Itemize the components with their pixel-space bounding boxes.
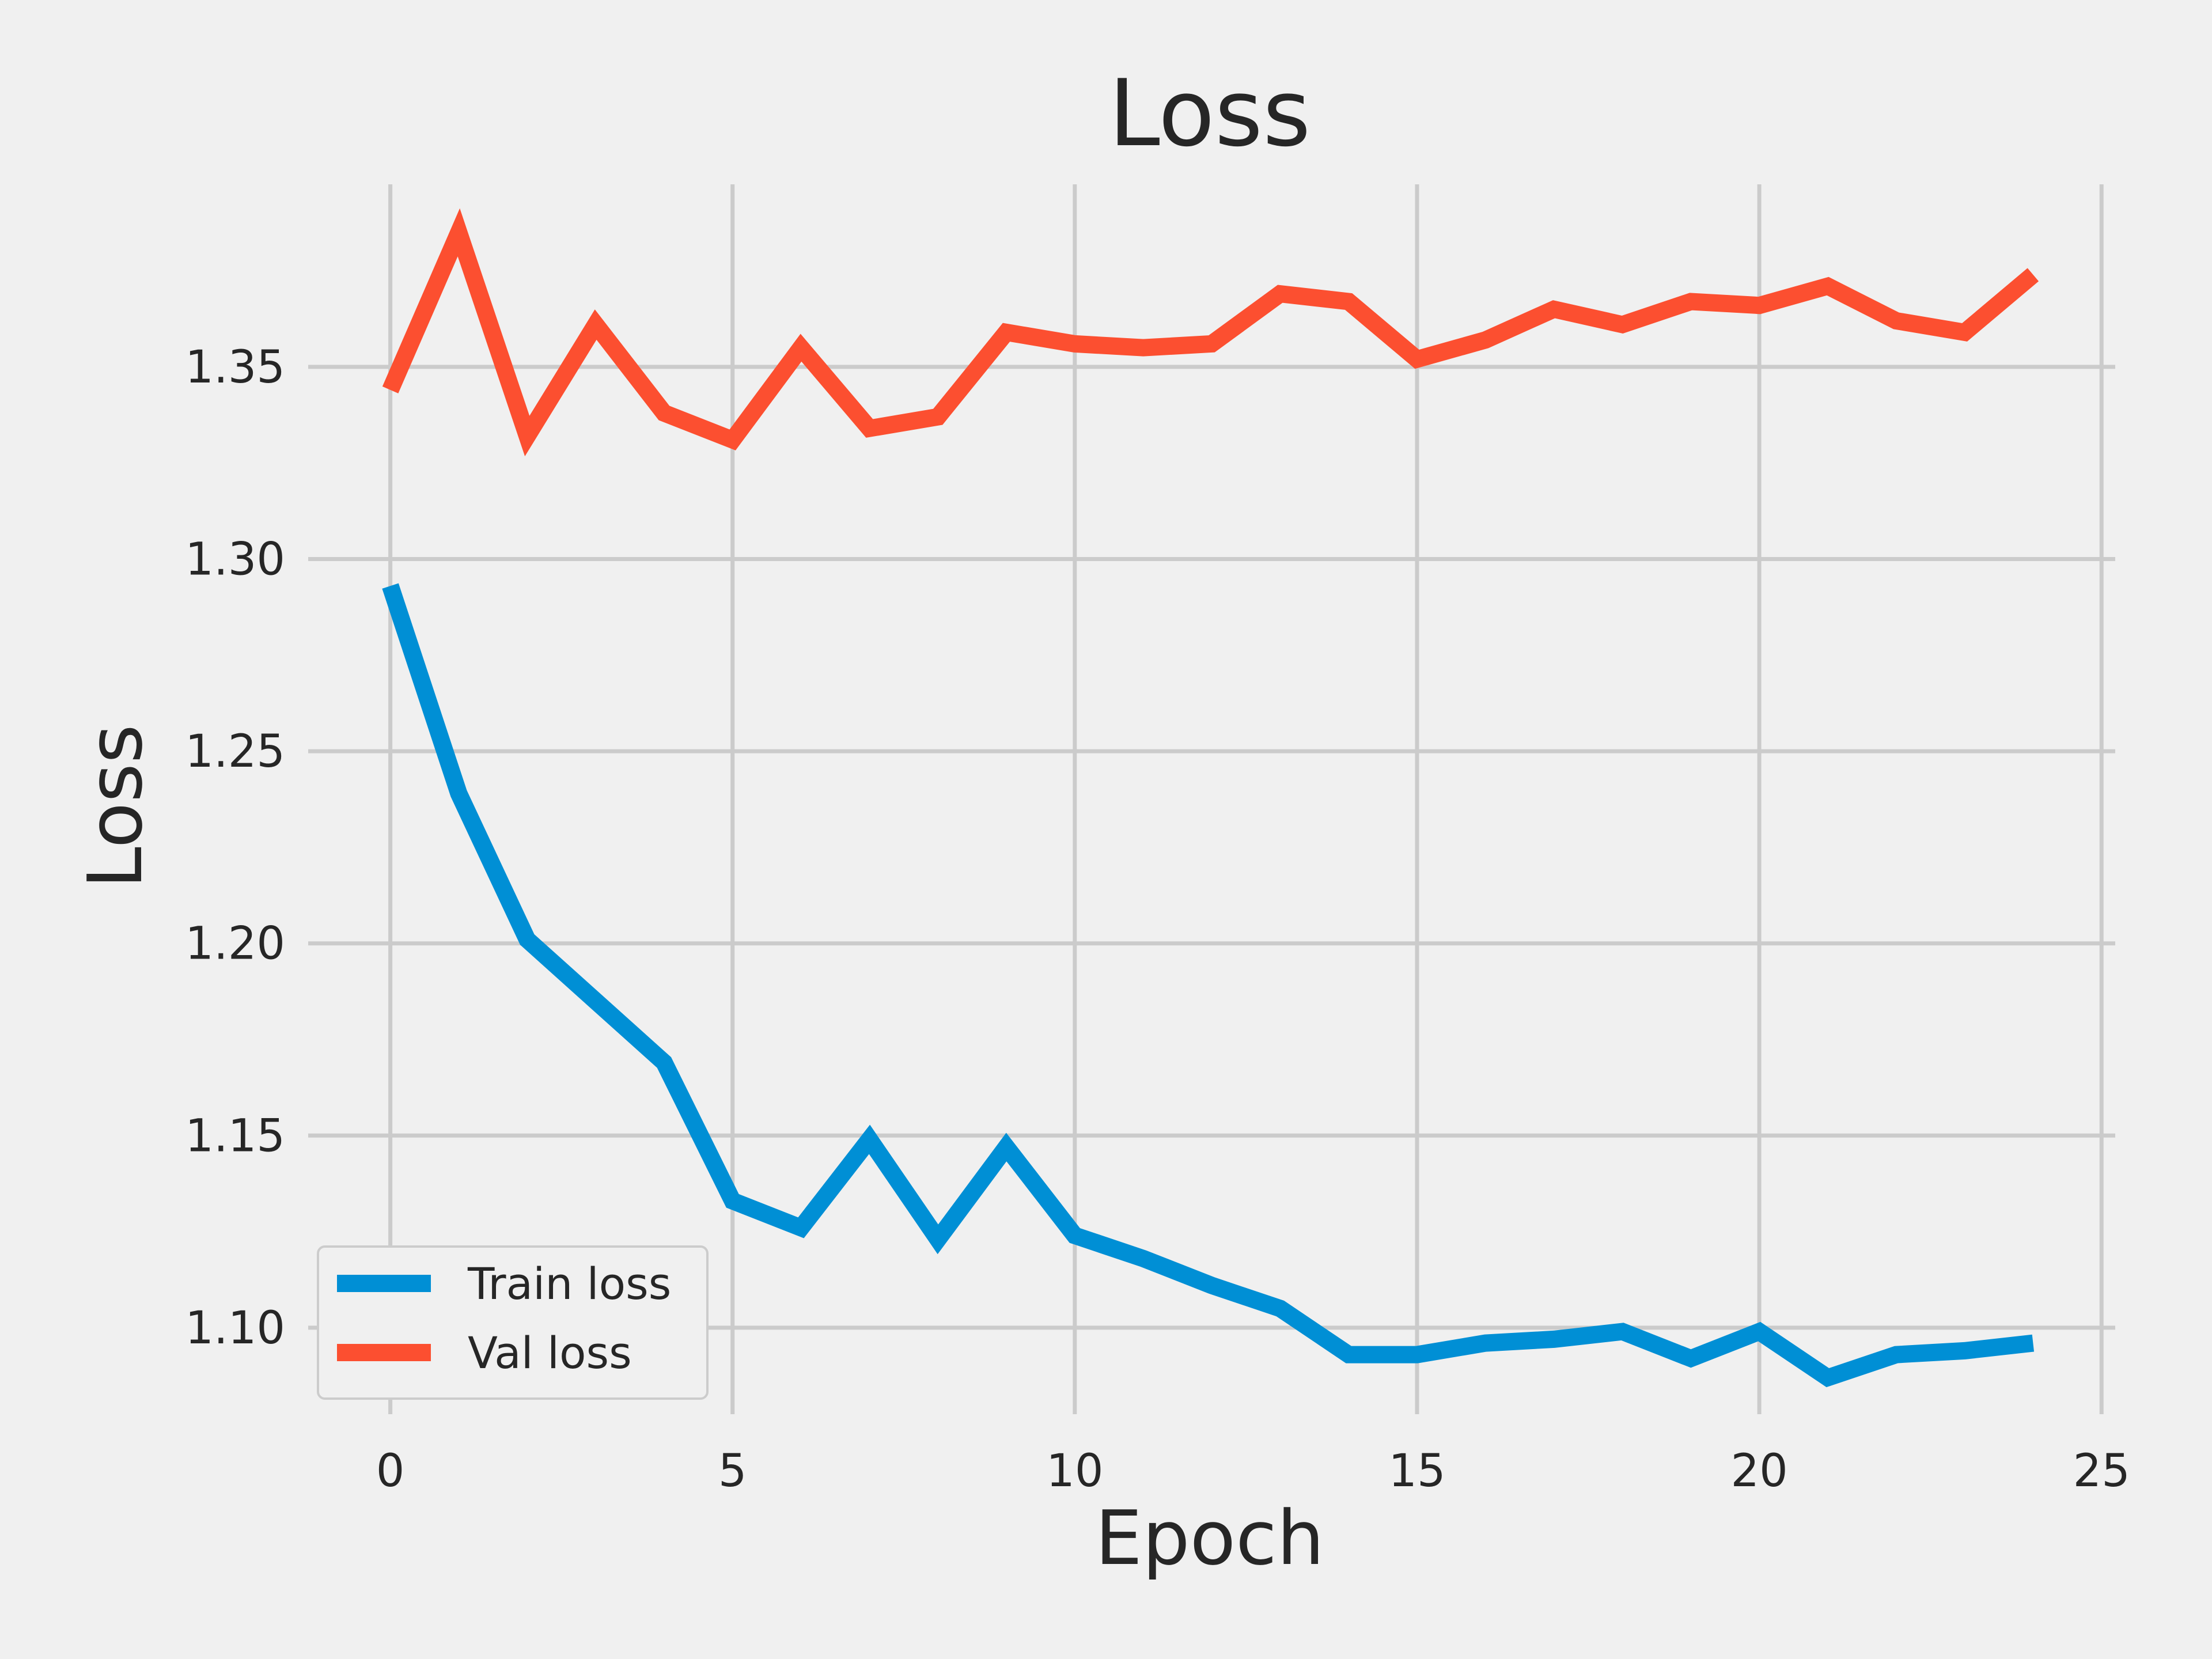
y-tick-labels: 1.10 1.15 1.20 1.25 1.30 1.35	[185, 342, 285, 1354]
y-tick-label: 1.25	[185, 726, 285, 778]
x-tick-label: 5	[718, 1445, 747, 1497]
x-tick-labels: 0 5 10 15 20 25	[376, 1445, 2130, 1497]
y-tick-label: 1.15	[185, 1110, 285, 1162]
train-loss-line	[382, 583, 2035, 1388]
x-tick-label: 10	[1046, 1445, 1103, 1497]
x-tick-label: 20	[1730, 1445, 1787, 1497]
y-tick-label: 1.10	[185, 1302, 285, 1354]
y-tick-label: 1.35	[185, 342, 285, 393]
x-tick-label: 15	[1388, 1445, 1445, 1497]
legend: Train loss Val loss	[317, 1245, 709, 1400]
chart-title: Loss	[1109, 59, 1311, 167]
y-tick-label: 1.20	[185, 918, 285, 970]
y-axis-label: Loss	[71, 724, 159, 888]
val-loss-line	[382, 208, 2039, 457]
legend-label-val: Val loss	[468, 1327, 632, 1378]
x-axis-label: Epoch	[1095, 1494, 1324, 1582]
y-tick-label: 1.30	[185, 534, 285, 586]
legend-label-train: Train loss	[467, 1258, 671, 1309]
x-tick-label: 0	[376, 1445, 405, 1497]
x-tick-label: 25	[2073, 1445, 2130, 1497]
series-lines	[382, 208, 2039, 1388]
